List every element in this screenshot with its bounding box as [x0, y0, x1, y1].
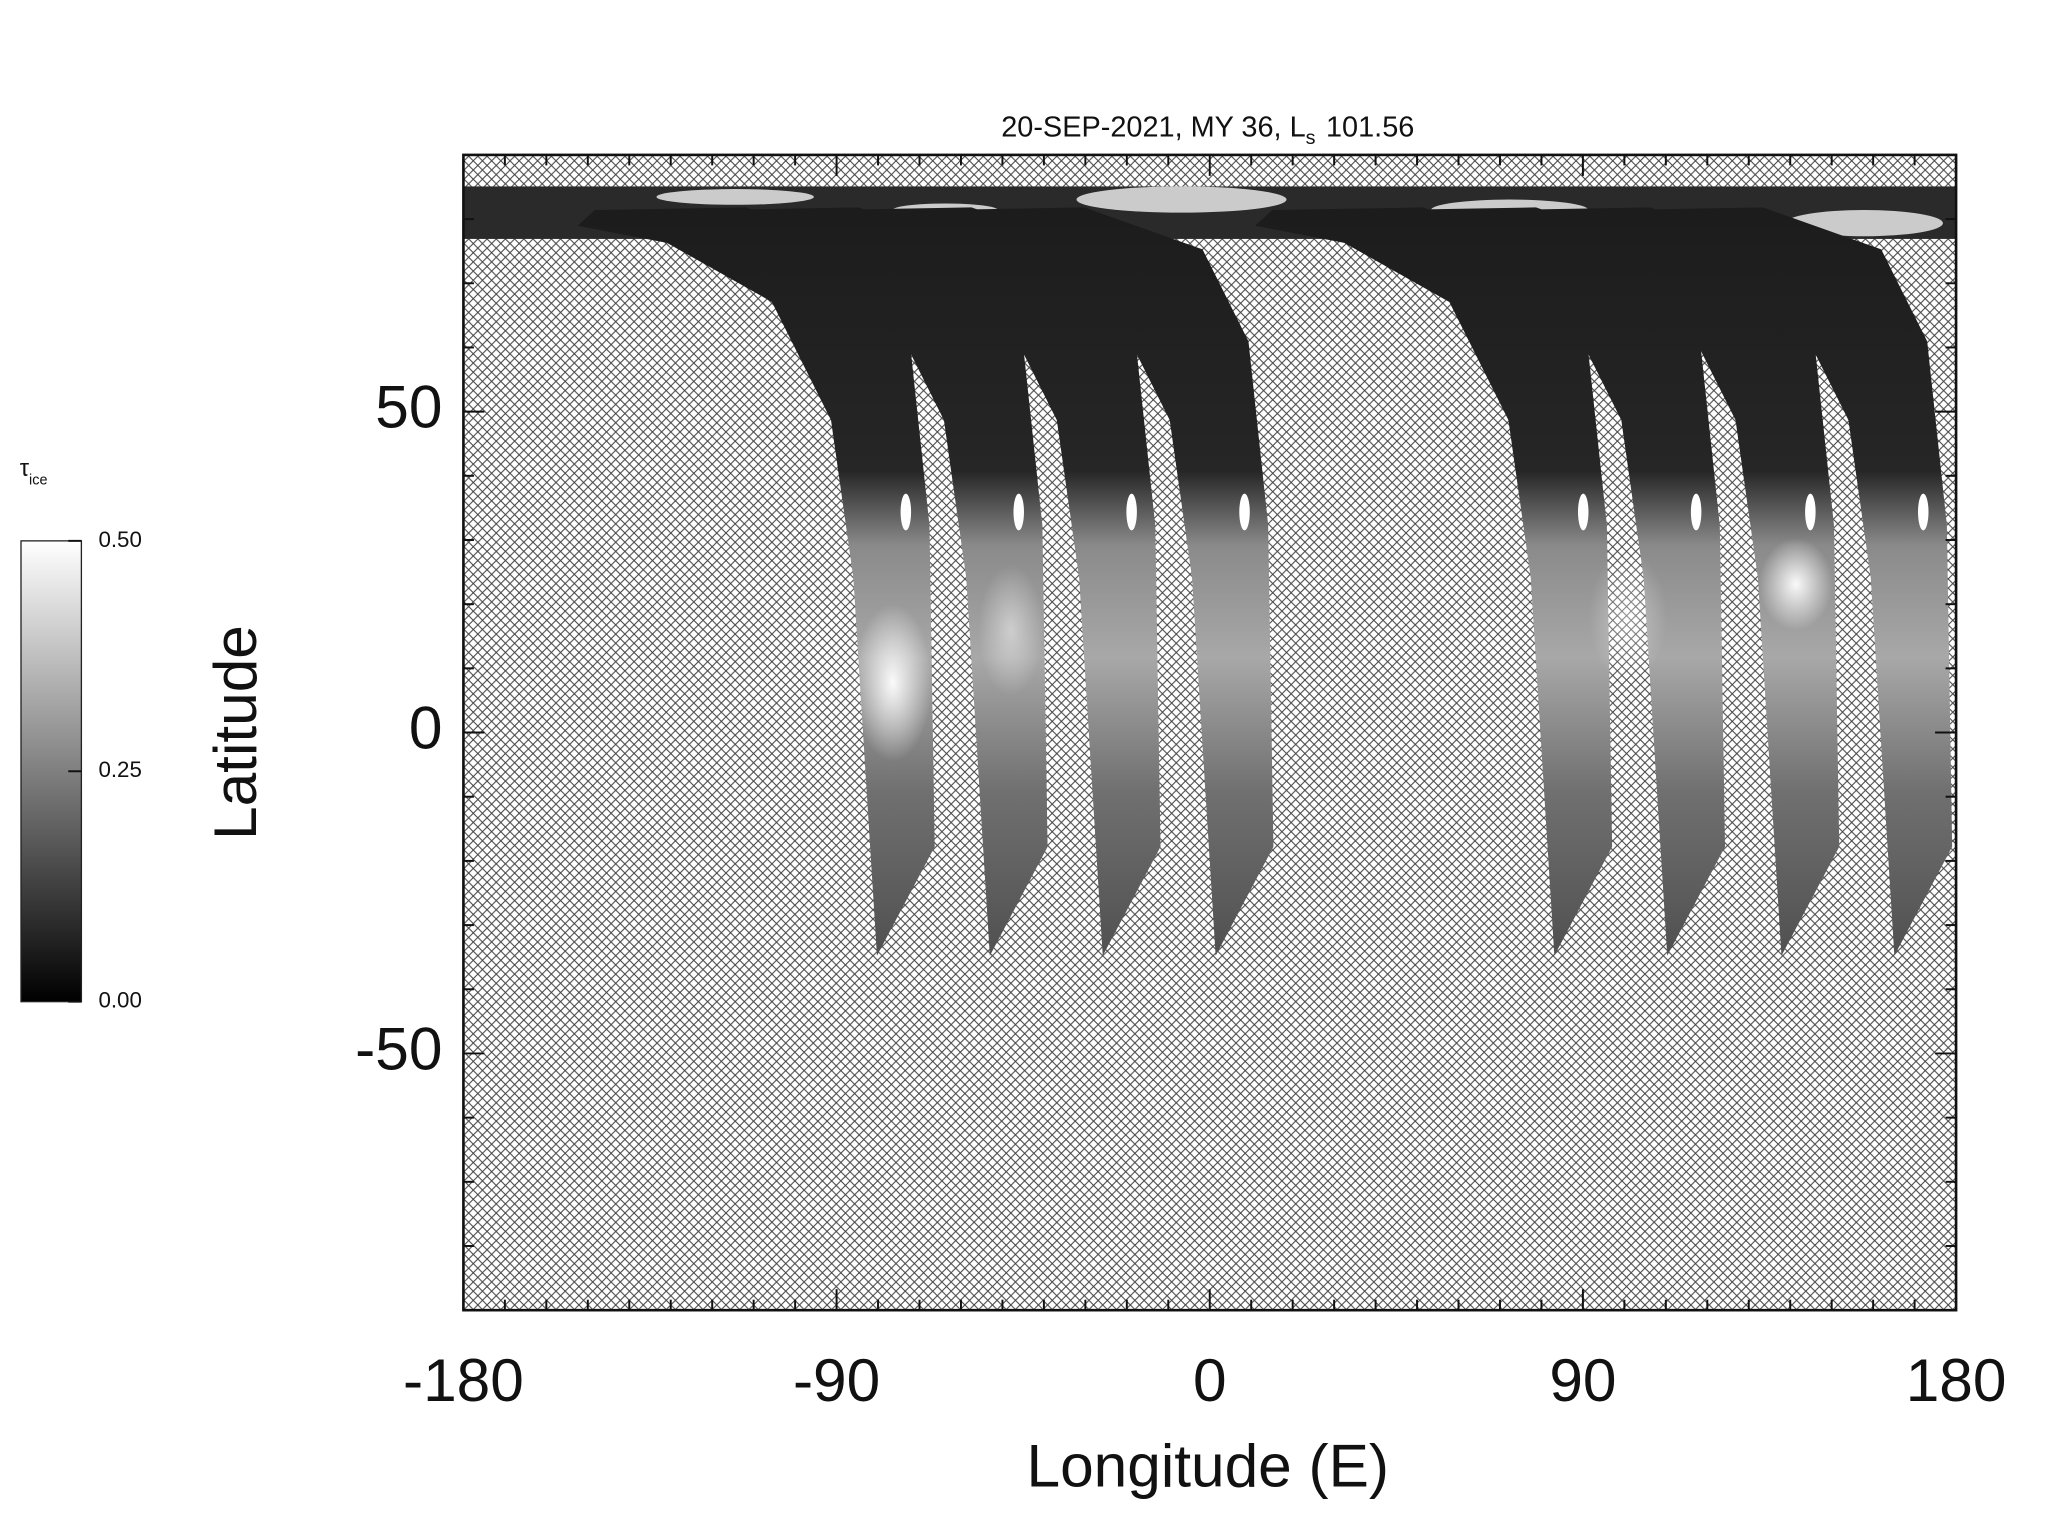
swath	[577, 207, 935, 956]
bright-cloud	[1759, 538, 1833, 631]
swath-gap	[1918, 493, 1929, 531]
swath-gap	[1126, 493, 1137, 531]
colorbar-symbol: τ	[20, 456, 30, 482]
bright-cloud	[1588, 551, 1668, 683]
y-axis-label: Latitude	[201, 625, 269, 840]
x-axis-label: Longitude (E)	[1027, 1431, 1390, 1499]
swath-gap	[1577, 493, 1589, 531]
swath	[1367, 207, 1726, 956]
x-tick-label: 0	[1193, 1346, 1227, 1414]
bright-cloud	[853, 603, 933, 762]
swath	[1482, 207, 1840, 956]
polar-cloud	[656, 189, 814, 205]
x-tick-label: -90	[793, 1346, 880, 1414]
swath	[690, 207, 1048, 956]
swath-gap	[1690, 493, 1702, 531]
y-tick-label: -50	[355, 1014, 442, 1082]
ice-imagery	[463, 186, 1957, 956]
x-tick-label: 180	[1906, 1346, 2007, 1414]
colorbar-tick-label: 0.50	[98, 527, 141, 552]
title-subscript: s	[1306, 127, 1316, 149]
colorbar-tick-label: 0.25	[98, 757, 141, 782]
title-value: 101.56	[1326, 111, 1414, 143]
swath	[1255, 207, 1613, 956]
bright-cloud	[978, 564, 1044, 696]
plot-root: 20-SEP-2021, MY 36, Ls 101.56 Longitude (…	[20, 111, 2007, 1499]
swath	[1595, 207, 1953, 956]
title-text: 20-SEP-2021, MY 36, L	[1001, 111, 1305, 143]
colorbar-label: τice	[20, 456, 48, 488]
x-tick-label: 90	[1549, 1346, 1616, 1414]
swath-gap	[1013, 493, 1024, 531]
swath-gap	[1805, 493, 1816, 531]
y-tick-label: 50	[375, 373, 442, 441]
polar-cloud	[1076, 186, 1287, 213]
y-tick-label: 0	[409, 693, 443, 761]
swath-gap	[900, 493, 912, 531]
swath-gap	[1239, 493, 1250, 531]
x-tick-label: -180	[403, 1346, 524, 1414]
swath	[803, 207, 1161, 956]
chart-title: 20-SEP-2021, MY 36, Ls 101.56	[1001, 111, 1414, 149]
swath	[916, 207, 1274, 956]
colorbar-subscript: ice	[29, 472, 47, 488]
colorbar-tick-label: 0.00	[98, 988, 141, 1013]
